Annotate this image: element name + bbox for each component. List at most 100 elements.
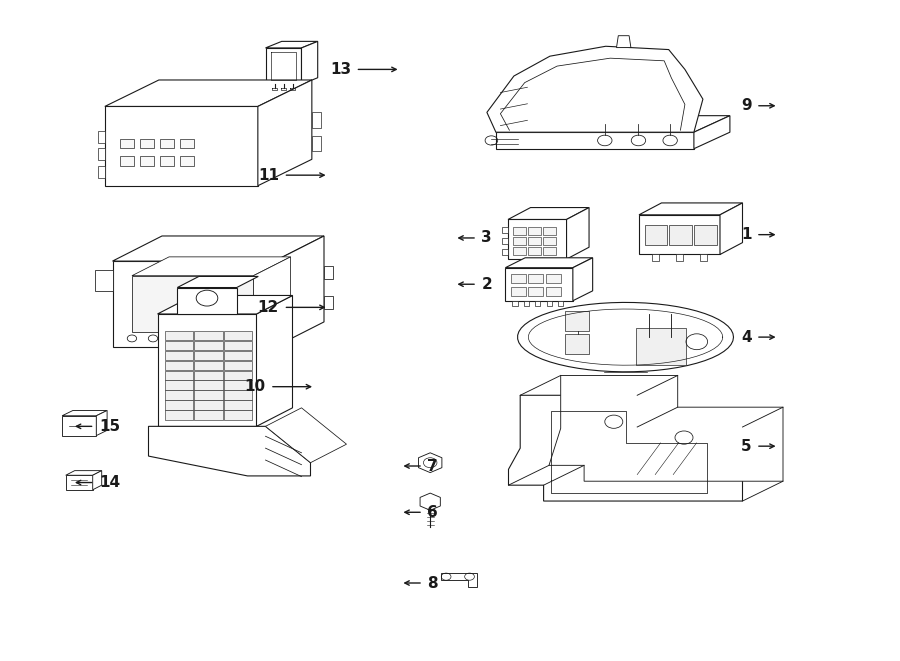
Polygon shape <box>194 410 222 420</box>
Polygon shape <box>508 219 567 259</box>
Polygon shape <box>508 208 589 219</box>
Polygon shape <box>132 257 291 276</box>
Polygon shape <box>518 303 734 371</box>
Polygon shape <box>528 287 543 296</box>
Polygon shape <box>223 410 252 420</box>
Polygon shape <box>558 301 563 306</box>
Polygon shape <box>223 330 252 340</box>
Polygon shape <box>194 401 222 410</box>
Text: 4: 4 <box>741 330 751 344</box>
Polygon shape <box>194 371 222 380</box>
Polygon shape <box>266 408 346 463</box>
Polygon shape <box>639 215 720 254</box>
Polygon shape <box>223 371 252 380</box>
Text: 5: 5 <box>741 439 751 453</box>
Polygon shape <box>616 36 631 48</box>
Polygon shape <box>256 295 292 426</box>
Polygon shape <box>223 381 252 390</box>
Polygon shape <box>194 361 222 370</box>
Text: 9: 9 <box>741 98 751 113</box>
Polygon shape <box>62 416 96 436</box>
Polygon shape <box>511 274 526 284</box>
Polygon shape <box>266 42 318 48</box>
Polygon shape <box>418 453 442 473</box>
Polygon shape <box>543 227 556 235</box>
Polygon shape <box>524 301 529 306</box>
Polygon shape <box>166 341 194 350</box>
Polygon shape <box>223 401 252 410</box>
Polygon shape <box>160 157 174 166</box>
Polygon shape <box>535 301 540 306</box>
Polygon shape <box>160 139 174 149</box>
Text: 14: 14 <box>99 475 120 490</box>
Polygon shape <box>720 203 742 254</box>
Polygon shape <box>324 266 333 279</box>
Polygon shape <box>166 410 194 420</box>
Text: 1: 1 <box>741 227 751 242</box>
Text: 6: 6 <box>428 505 438 520</box>
Polygon shape <box>166 351 194 360</box>
Polygon shape <box>311 136 320 151</box>
Polygon shape <box>140 139 154 149</box>
Polygon shape <box>502 238 508 244</box>
Text: 12: 12 <box>257 300 279 315</box>
Polygon shape <box>166 381 194 390</box>
Polygon shape <box>528 247 541 255</box>
Polygon shape <box>636 328 686 365</box>
Polygon shape <box>508 395 742 501</box>
Text: 8: 8 <box>428 576 438 590</box>
Polygon shape <box>166 401 194 410</box>
Polygon shape <box>148 426 310 476</box>
Polygon shape <box>506 268 572 301</box>
Text: 15: 15 <box>99 419 120 434</box>
Polygon shape <box>549 375 783 481</box>
Polygon shape <box>543 237 556 245</box>
Polygon shape <box>194 351 222 360</box>
Polygon shape <box>676 254 683 261</box>
Polygon shape <box>513 247 526 255</box>
Polygon shape <box>311 112 320 128</box>
Polygon shape <box>177 288 237 314</box>
Polygon shape <box>112 261 274 347</box>
Polygon shape <box>528 274 543 284</box>
Polygon shape <box>140 157 154 166</box>
Polygon shape <box>194 330 222 340</box>
Polygon shape <box>511 287 526 296</box>
Polygon shape <box>274 236 324 347</box>
Polygon shape <box>96 410 107 436</box>
Polygon shape <box>166 391 194 400</box>
Polygon shape <box>543 247 556 255</box>
Polygon shape <box>158 295 292 314</box>
Polygon shape <box>670 225 692 245</box>
Polygon shape <box>700 254 707 261</box>
Polygon shape <box>223 391 252 400</box>
Polygon shape <box>194 381 222 390</box>
Polygon shape <box>104 80 311 106</box>
Polygon shape <box>62 410 107 416</box>
Polygon shape <box>639 203 742 215</box>
Polygon shape <box>502 249 508 255</box>
Polygon shape <box>94 270 112 291</box>
Polygon shape <box>158 314 256 426</box>
Polygon shape <box>223 351 252 360</box>
Text: 3: 3 <box>482 231 492 245</box>
Polygon shape <box>420 493 440 510</box>
Polygon shape <box>93 471 102 490</box>
Polygon shape <box>565 334 589 354</box>
Polygon shape <box>572 258 592 301</box>
Polygon shape <box>266 48 302 84</box>
Polygon shape <box>194 391 222 400</box>
Polygon shape <box>302 42 318 84</box>
Polygon shape <box>324 296 333 309</box>
Polygon shape <box>441 573 477 587</box>
Polygon shape <box>565 311 589 331</box>
Polygon shape <box>180 139 194 149</box>
Polygon shape <box>528 227 541 235</box>
Polygon shape <box>180 157 194 166</box>
Text: 13: 13 <box>330 62 351 77</box>
Polygon shape <box>223 341 252 350</box>
Polygon shape <box>97 149 104 161</box>
Polygon shape <box>132 276 254 332</box>
Polygon shape <box>513 237 526 245</box>
Polygon shape <box>223 361 252 370</box>
